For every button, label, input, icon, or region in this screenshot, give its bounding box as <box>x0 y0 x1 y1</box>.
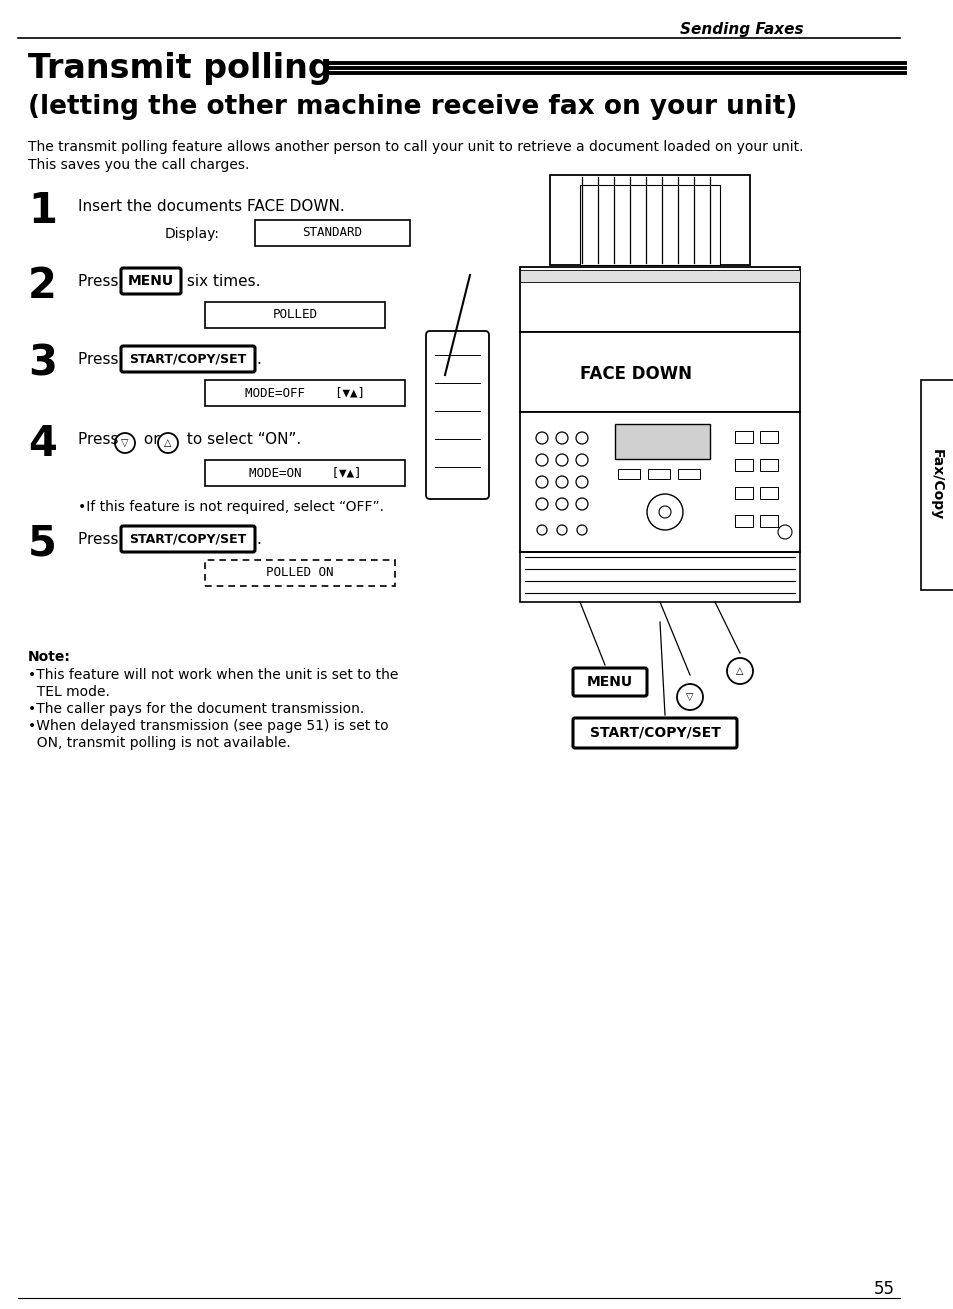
Text: •The caller pays for the document transmission.: •The caller pays for the document transm… <box>28 702 364 716</box>
Text: ▽: ▽ <box>685 692 693 702</box>
Bar <box>647 469 669 479</box>
Text: •When delayed transmission (see page 51) is set to: •When delayed transmission (see page 51)… <box>28 719 388 733</box>
Text: Press: Press <box>78 274 123 289</box>
Text: or: or <box>139 432 164 446</box>
Text: FACE DOWN: FACE DOWN <box>579 365 691 384</box>
Text: POLLED ON: POLLED ON <box>266 567 334 580</box>
Text: 4: 4 <box>28 423 57 465</box>
Text: to select “ON”.: to select “ON”. <box>182 432 301 446</box>
Text: Fax/Copy: Fax/Copy <box>929 449 943 521</box>
Text: Sending Faxes: Sending Faxes <box>679 22 802 37</box>
Bar <box>678 469 700 479</box>
Text: MODE=OFF    [▼▲]: MODE=OFF [▼▲] <box>245 386 365 399</box>
Bar <box>579 185 720 264</box>
Text: (letting the other machine receive fax on your unit): (letting the other machine receive fax o… <box>28 94 797 120</box>
Bar <box>760 459 778 471</box>
Bar <box>760 431 778 442</box>
Bar <box>254 220 410 246</box>
Text: Press: Press <box>78 531 123 547</box>
Text: Transmit polling: Transmit polling <box>28 52 332 85</box>
FancyBboxPatch shape <box>121 346 254 372</box>
FancyBboxPatch shape <box>573 719 737 747</box>
Text: START/COPY/SET: START/COPY/SET <box>130 352 247 365</box>
Text: START/COPY/SET: START/COPY/SET <box>130 533 247 546</box>
Bar <box>205 459 405 486</box>
Bar <box>734 514 752 528</box>
Bar <box>734 487 752 499</box>
FancyBboxPatch shape <box>426 331 489 499</box>
Text: The transmit polling feature allows another person to call your unit to retrieve: The transmit polling feature allows anot… <box>28 140 802 154</box>
Text: MENU: MENU <box>128 274 173 288</box>
Text: 55: 55 <box>873 1280 894 1299</box>
FancyBboxPatch shape <box>121 526 254 552</box>
Text: 5: 5 <box>28 524 57 565</box>
Bar <box>734 459 752 471</box>
Text: .: . <box>255 531 260 547</box>
FancyBboxPatch shape <box>573 668 646 696</box>
Bar <box>519 412 800 552</box>
Text: 1: 1 <box>28 190 57 232</box>
Text: •This feature will not work when the unit is set to the: •This feature will not work when the uni… <box>28 668 398 682</box>
Bar <box>734 431 752 442</box>
Bar <box>205 380 405 406</box>
Text: .: . <box>255 352 260 367</box>
Bar <box>550 175 749 264</box>
Text: •If this feature is not required, select “OFF”.: •If this feature is not required, select… <box>78 500 384 514</box>
Text: Press: Press <box>78 432 123 446</box>
Bar <box>519 332 800 412</box>
Text: START/COPY/SET: START/COPY/SET <box>589 726 720 740</box>
Bar <box>618 469 639 479</box>
Text: STANDARD: STANDARD <box>302 226 362 240</box>
Text: Press: Press <box>78 352 123 367</box>
Text: △: △ <box>736 666 743 675</box>
Bar <box>760 514 778 528</box>
Text: MODE=ON    [▼▲]: MODE=ON [▼▲] <box>249 466 361 479</box>
Bar <box>760 487 778 499</box>
Text: POLLED: POLLED <box>273 309 317 322</box>
Bar <box>519 552 800 602</box>
Text: TEL mode.: TEL mode. <box>28 685 110 699</box>
Text: ▽: ▽ <box>121 439 129 448</box>
Text: This saves you the call charges.: This saves you the call charges. <box>28 158 249 171</box>
Bar <box>615 424 709 459</box>
Text: Insert the documents FACE DOWN.: Insert the documents FACE DOWN. <box>78 199 344 213</box>
FancyBboxPatch shape <box>121 268 181 295</box>
Bar <box>205 302 385 329</box>
Text: MENU: MENU <box>586 675 633 689</box>
Text: Note:: Note: <box>28 651 71 664</box>
Text: Display:: Display: <box>165 226 220 241</box>
Text: 3: 3 <box>28 343 57 385</box>
Bar <box>920 380 953 590</box>
Text: △: △ <box>164 439 172 448</box>
Bar <box>519 270 800 281</box>
Text: 2: 2 <box>28 264 57 308</box>
Bar <box>519 267 800 332</box>
Bar <box>205 560 395 586</box>
Text: six times.: six times. <box>182 274 260 289</box>
Text: ON, transmit polling is not available.: ON, transmit polling is not available. <box>28 736 291 750</box>
